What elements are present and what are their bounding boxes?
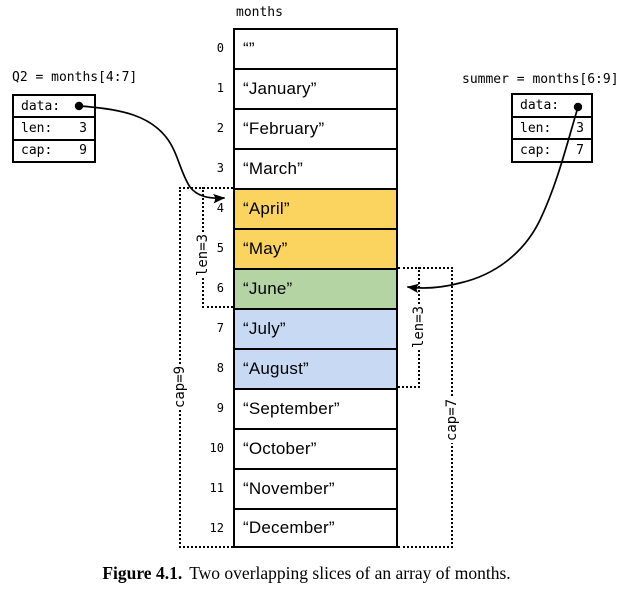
array-index-label: 7 (216, 321, 224, 335)
cell-value: “December” (243, 518, 335, 537)
array-index-label: 4 (216, 201, 224, 215)
summer-len-label: len: (520, 120, 552, 136)
array-index-label: 0 (216, 41, 224, 55)
cell-value: “September” (243, 399, 340, 418)
array-box: “” “January” “February” “March” “April” “May”… (233, 28, 398, 548)
array-index-label: 6 (216, 281, 224, 295)
array-cell: “March” (235, 150, 396, 190)
array-cell: “May” (235, 230, 396, 270)
array-cell: “January” (235, 70, 396, 110)
q2-len-value: 3 (79, 120, 87, 136)
summer-len-bracket-label: len=3 (410, 303, 428, 351)
array-index-label: 10 (209, 441, 224, 455)
cell-value: “March” (243, 159, 303, 178)
cell-value: “November” (243, 479, 335, 498)
q2-len-label: len: (21, 120, 53, 136)
cell-value: “October” (243, 439, 317, 458)
array-cell: “” (235, 30, 396, 70)
summer-slice-header-box: data: len: 3 cap: 7 (511, 93, 593, 163)
summer-len-value: 3 (576, 120, 584, 136)
cell-value: “February” (243, 119, 325, 138)
figure-caption: Figure 4.1. Two overlapping slices of an … (0, 563, 625, 584)
array-cell: “July” (235, 310, 396, 350)
array-index-label: 5 (216, 241, 224, 255)
q2-len-bracket-label: len=3 (194, 231, 212, 279)
summer-cap-label: cap: (520, 143, 552, 159)
summer-data-field: data: (513, 95, 591, 118)
q2-len-field: len: 3 (14, 118, 94, 141)
q2-data-label: data: (21, 98, 61, 114)
array-cell: “April” (235, 190, 396, 230)
summer-len-field: len: 3 (513, 118, 591, 141)
array-cell: “June” (235, 270, 396, 310)
array-cell: “February” (235, 110, 396, 150)
summer-data-label: data: (520, 97, 560, 113)
cell-value: “May” (243, 239, 288, 258)
cell-value: “” (243, 39, 255, 58)
array-index-label: 11 (209, 481, 224, 495)
cell-value: “August” (243, 359, 309, 378)
array-cell: “September” (235, 390, 396, 430)
q2-cap-bracket-label: cap=9 (171, 363, 189, 411)
array-index-label: 8 (216, 361, 224, 375)
array-index-label: 12 (209, 521, 224, 535)
array-cell: “August” (235, 350, 396, 390)
summer-cap-bracket-label: cap=7 (443, 396, 461, 444)
summer-slice-declaration: summer = months[6:9] (462, 72, 619, 87)
cell-value: “April” (243, 199, 290, 218)
q2-cap-value: 9 (79, 143, 87, 159)
cell-value: “January” (243, 79, 317, 98)
summer-cap-field: cap: 7 (513, 140, 591, 161)
array-cell: “October” (235, 430, 396, 470)
caption-text: Two overlapping slices of an array of mo… (189, 563, 511, 583)
q2-cap-label: cap: (21, 143, 53, 159)
array-index-label: 9 (216, 401, 224, 415)
q2-data-field: data: (14, 96, 94, 119)
array-cell: “December” (235, 510, 396, 546)
array-index-label: 2 (216, 121, 224, 135)
cell-value: “June” (243, 279, 293, 298)
array-index-label: 3 (216, 161, 224, 175)
summer-cap-value: 7 (576, 143, 584, 159)
q2-cap-field: cap: 9 (14, 141, 94, 161)
array-cell: “November” (235, 470, 396, 510)
array-index-label: 1 (216, 81, 224, 95)
caption-label: Figure 4.1. (102, 563, 183, 583)
q2-slice-header-box: data: len: 3 cap: 9 (12, 94, 96, 163)
cell-value: “July” (243, 319, 286, 338)
q2-slice-declaration: Q2 = months[4:7] (12, 70, 138, 85)
array-title: months (236, 5, 283, 20)
